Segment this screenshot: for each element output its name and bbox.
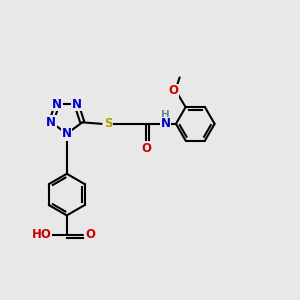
Text: N: N	[62, 127, 72, 140]
Text: N: N	[160, 117, 170, 130]
Text: S: S	[104, 117, 112, 130]
Text: H: H	[161, 110, 170, 120]
Text: O: O	[141, 142, 151, 155]
Text: O: O	[168, 84, 178, 97]
Text: N: N	[52, 98, 62, 111]
Text: HO: HO	[32, 228, 52, 241]
Text: N: N	[71, 98, 81, 111]
Text: N: N	[46, 116, 56, 129]
Text: O: O	[85, 228, 96, 241]
